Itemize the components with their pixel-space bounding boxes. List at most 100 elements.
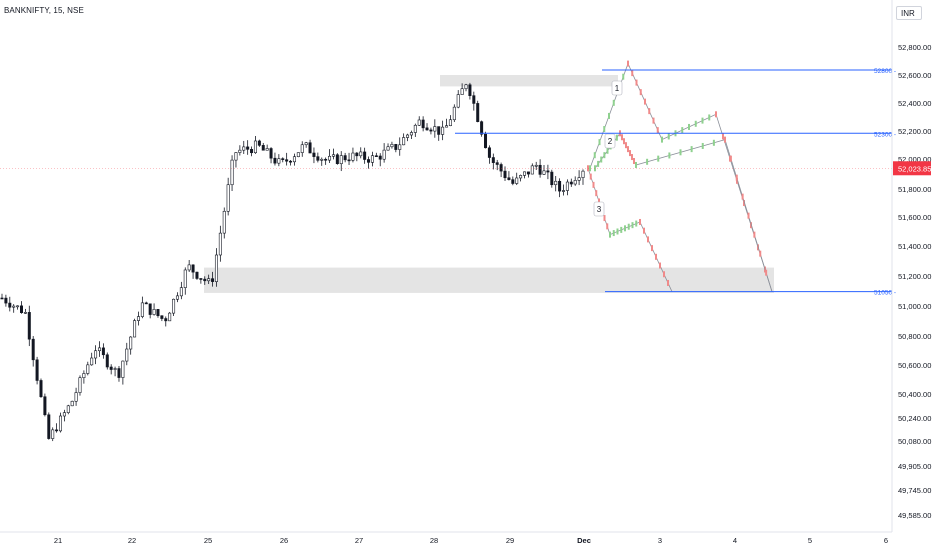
time-tick-label: 25 — [204, 536, 212, 545]
candle-body — [172, 298, 176, 314]
level-label-52800: 52800 - — [874, 68, 896, 75]
candle-body — [328, 155, 332, 161]
candle — [359, 147, 363, 159]
candle — [433, 119, 437, 138]
candle — [316, 152, 320, 163]
candle — [133, 318, 137, 338]
candle — [156, 308, 160, 318]
price-tick-label: 52,600.00 — [898, 71, 931, 80]
price-axis[interactable]: 52,800.00 52,600.00 52,400.00 52,200.00 52,0… — [891, 0, 931, 532]
time-axis[interactable]: 21 22 25 26 27 28 29 Dec 3 4 5 6 — [0, 531, 892, 545]
projection-candle — [631, 154, 633, 161]
candle-body — [246, 146, 250, 150]
candles-layer — [0, 82, 585, 442]
candle — [86, 361, 90, 376]
price-tick-label: 51,200.00 — [898, 272, 931, 281]
candle — [58, 412, 62, 433]
price-tick-label: 50,600.00 — [898, 361, 931, 370]
candle-body — [257, 140, 261, 146]
candle — [367, 156, 371, 169]
candle-body — [47, 414, 51, 439]
scenario-label-2: 2 — [604, 133, 616, 149]
candle — [187, 260, 191, 272]
candle — [425, 123, 429, 131]
candle — [23, 308, 27, 314]
candle — [437, 126, 441, 141]
candle — [487, 145, 491, 164]
candle — [464, 83, 468, 92]
demand-zone — [204, 267, 774, 293]
candle — [164, 316, 168, 327]
candle-body — [519, 175, 523, 179]
candle — [183, 267, 187, 295]
projection-candle — [651, 245, 653, 252]
candle — [214, 248, 218, 287]
candle — [441, 120, 445, 141]
candle-body — [324, 158, 328, 161]
price-tick-label: 49,585.00 — [898, 511, 931, 520]
projection-candle — [722, 133, 724, 140]
candle-body — [417, 119, 421, 126]
candle-body — [573, 180, 577, 185]
candle — [421, 116, 425, 132]
candle-body — [222, 210, 226, 234]
candle — [300, 141, 304, 157]
projection-candle — [715, 111, 717, 118]
candle-body — [565, 181, 569, 191]
projection-candle — [597, 160, 600, 167]
candle — [343, 152, 347, 163]
candle-body — [402, 137, 406, 146]
candle-body — [27, 312, 31, 340]
level-label-52300: 52300 - — [874, 131, 896, 138]
candle-body — [468, 84, 472, 96]
currency-button[interactable]: INR — [896, 6, 922, 20]
candle-body — [370, 155, 374, 163]
candle — [78, 375, 82, 396]
candle-body — [90, 357, 94, 366]
candle — [523, 171, 527, 179]
candle — [51, 427, 55, 442]
candle — [70, 400, 74, 407]
candle-body — [74, 392, 78, 402]
candle — [47, 412, 51, 440]
candle — [534, 161, 538, 171]
candle — [577, 170, 581, 186]
candle — [292, 153, 296, 166]
candle-body — [480, 121, 484, 135]
candle — [445, 118, 449, 128]
projection-candle — [631, 70, 634, 77]
candle-body — [8, 302, 12, 308]
candle-body — [316, 156, 320, 161]
candle-body — [491, 157, 495, 163]
candle-body — [62, 412, 66, 417]
candle — [43, 393, 47, 417]
candle-body — [230, 159, 234, 186]
candle — [218, 225, 222, 262]
projection-candle — [663, 271, 665, 278]
projection-candle — [735, 174, 738, 181]
candle-body — [125, 348, 129, 362]
projection-candle — [747, 212, 750, 219]
candle-body — [23, 312, 27, 314]
candle — [109, 364, 113, 375]
candle — [312, 147, 316, 164]
candle — [328, 149, 332, 164]
candle-body — [214, 254, 218, 282]
candle-body — [550, 171, 554, 186]
candle-body — [51, 429, 55, 439]
projection-candle — [647, 236, 649, 243]
candle-body — [546, 170, 550, 173]
projection-candle — [688, 123, 690, 130]
candle — [374, 152, 378, 158]
candle — [417, 116, 421, 126]
candle-body — [523, 171, 527, 176]
candle — [429, 127, 433, 135]
projection-candle — [657, 155, 660, 162]
symbol-title: BANKNIFTY, 15, NSE — [4, 6, 84, 15]
projection-candle — [592, 181, 595, 188]
candle — [62, 409, 66, 422]
projection-candle — [646, 158, 649, 165]
candle-body — [441, 126, 445, 135]
candle-body — [304, 142, 308, 146]
